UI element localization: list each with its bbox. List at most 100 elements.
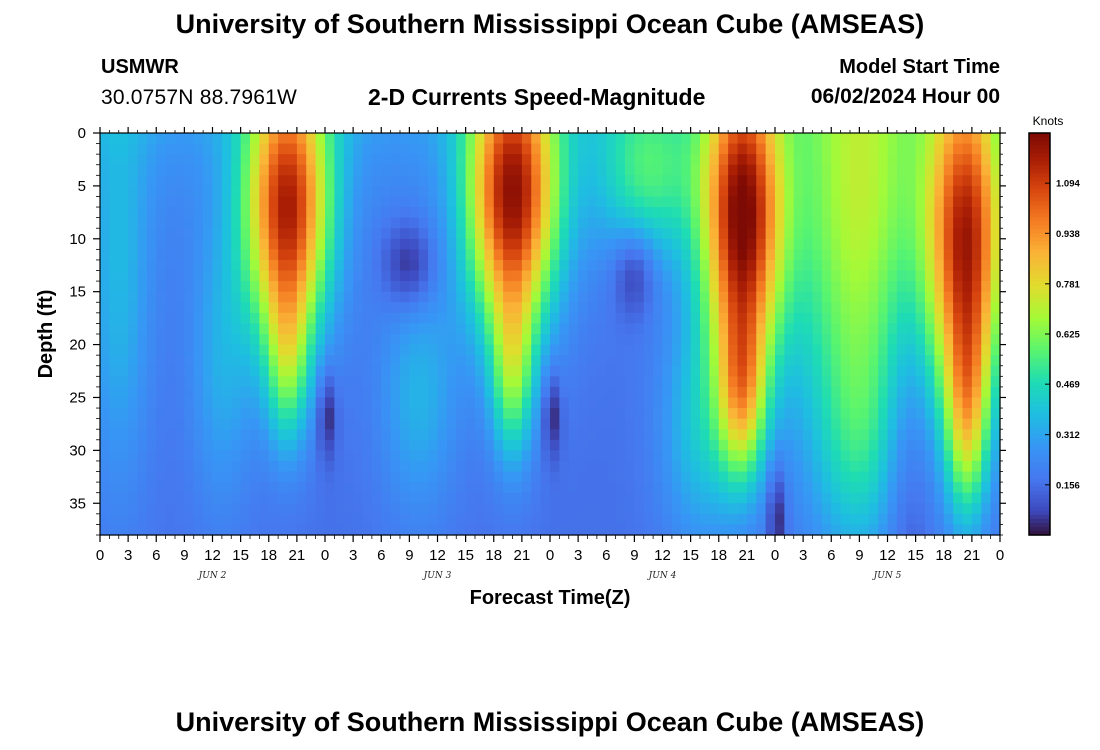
heatmap-cell: [878, 418, 889, 430]
heatmap-cell: [700, 524, 710, 536]
heatmap-cell: [343, 143, 354, 155]
heatmap-cell: [634, 334, 645, 346]
heatmap-cell: [193, 312, 204, 325]
heatmap-cell: [840, 164, 851, 176]
heatmap-cell: [493, 513, 504, 526]
heatmap-cell: [503, 259, 514, 272]
heatmap-cell: [925, 524, 935, 536]
heatmap-cell: [540, 312, 551, 325]
heatmap-cell: [681, 460, 692, 473]
heatmap-cell: [662, 217, 673, 229]
heatmap-cell: [953, 397, 964, 409]
heatmap-cell: [446, 365, 457, 377]
colorbar-swatch: [1029, 526, 1050, 532]
heatmap-cell: [503, 408, 514, 420]
heatmap-cell: [109, 355, 120, 367]
heatmap-cell: [700, 429, 710, 441]
heatmap-cell: [625, 164, 635, 176]
heatmap-cell: [521, 259, 532, 272]
heatmap-cell: [746, 482, 757, 494]
heatmap-cell: [606, 259, 617, 272]
heatmap-cell: [446, 185, 457, 198]
heatmap-cell: [100, 143, 110, 155]
heatmap-cell: [456, 185, 467, 198]
heatmap-cell: [390, 238, 401, 250]
x-tick-label: 15: [457, 547, 474, 564]
heatmap-cell: [381, 344, 392, 356]
heatmap-cell: [850, 450, 860, 462]
colorbar-swatch: [1029, 209, 1050, 214]
heatmap-cell: [784, 429, 795, 441]
heatmap-cell: [390, 133, 401, 145]
heatmap-cell: [287, 471, 298, 483]
heatmap-cell: [718, 450, 729, 462]
heatmap-cell: [896, 228, 907, 240]
heatmap-cell: [653, 429, 664, 441]
heatmap-cell: [559, 429, 570, 441]
heatmap-cell: [662, 291, 673, 303]
heatmap-cell: [409, 312, 420, 325]
heatmap-cell: [596, 228, 607, 240]
colorbar-swatch: [1029, 309, 1050, 315]
heatmap-cell: [268, 492, 279, 504]
heatmap-cell: [203, 334, 214, 346]
heatmap-cell: [615, 133, 626, 145]
heatmap-cell: [756, 164, 767, 176]
heatmap-cell: [812, 471, 823, 483]
heatmap-cell: [700, 185, 710, 198]
heatmap-cell: [371, 439, 382, 451]
heatmap-cell: [550, 259, 560, 272]
heatmap-cell: [503, 482, 514, 494]
heatmap-cell: [596, 291, 607, 303]
heatmap-cell: [981, 482, 992, 494]
heatmap-cell: [221, 513, 232, 526]
heatmap-cell: [615, 460, 626, 473]
y-tick-label: 10: [69, 231, 86, 248]
heatmap-cell: [240, 376, 251, 388]
heatmap-cell: [343, 291, 354, 303]
heatmap-cell: [184, 164, 195, 176]
heatmap-cell: [840, 503, 851, 515]
heatmap-cell: [550, 164, 560, 176]
heatmap-cell: [465, 418, 476, 430]
heatmap-cell: [812, 503, 823, 515]
heatmap-cell: [803, 175, 814, 187]
heatmap-cell: [165, 460, 176, 473]
heatmap-cell: [784, 344, 795, 356]
heatmap-cell: [109, 207, 120, 219]
heatmap-cell: [906, 175, 917, 187]
heatmap-cell: [568, 312, 579, 325]
heatmap-cell: [221, 143, 232, 155]
heatmap-cell: [681, 133, 692, 145]
heatmap-cell: [934, 503, 945, 515]
heatmap-cell: [812, 376, 823, 388]
heatmap-cell: [671, 482, 682, 494]
heatmap-cell: [625, 259, 635, 272]
heatmap-cell: [512, 312, 523, 325]
heatmap-cell: [100, 228, 110, 240]
heatmap-cell: [981, 249, 992, 261]
heatmap-cell: [615, 386, 626, 399]
heatmap-cell: [728, 513, 739, 526]
heatmap-cell: [775, 143, 785, 155]
heatmap-cell: [390, 312, 401, 325]
heatmap-cell: [559, 175, 570, 187]
heatmap-cell: [409, 471, 420, 483]
heatmap-cell: [653, 355, 664, 367]
heatmap-cell: [109, 408, 120, 420]
heatmap-cell: [446, 344, 457, 356]
heatmap-cell: [278, 154, 289, 166]
heatmap-cell: [925, 386, 935, 399]
heatmap-cell: [925, 450, 935, 462]
heatmap-cell: [831, 312, 842, 325]
heatmap-cell: [821, 492, 832, 504]
heatmap-cell: [953, 460, 964, 473]
heatmap-cell: [381, 270, 392, 282]
heatmap-cell: [906, 281, 917, 293]
heatmap-cell: [653, 397, 664, 409]
heatmap-cell: [878, 228, 889, 240]
heatmap-cell: [934, 450, 945, 462]
heatmap-cell: [381, 249, 392, 261]
heatmap-cell: [915, 281, 926, 293]
heatmap-cell: [765, 386, 776, 399]
